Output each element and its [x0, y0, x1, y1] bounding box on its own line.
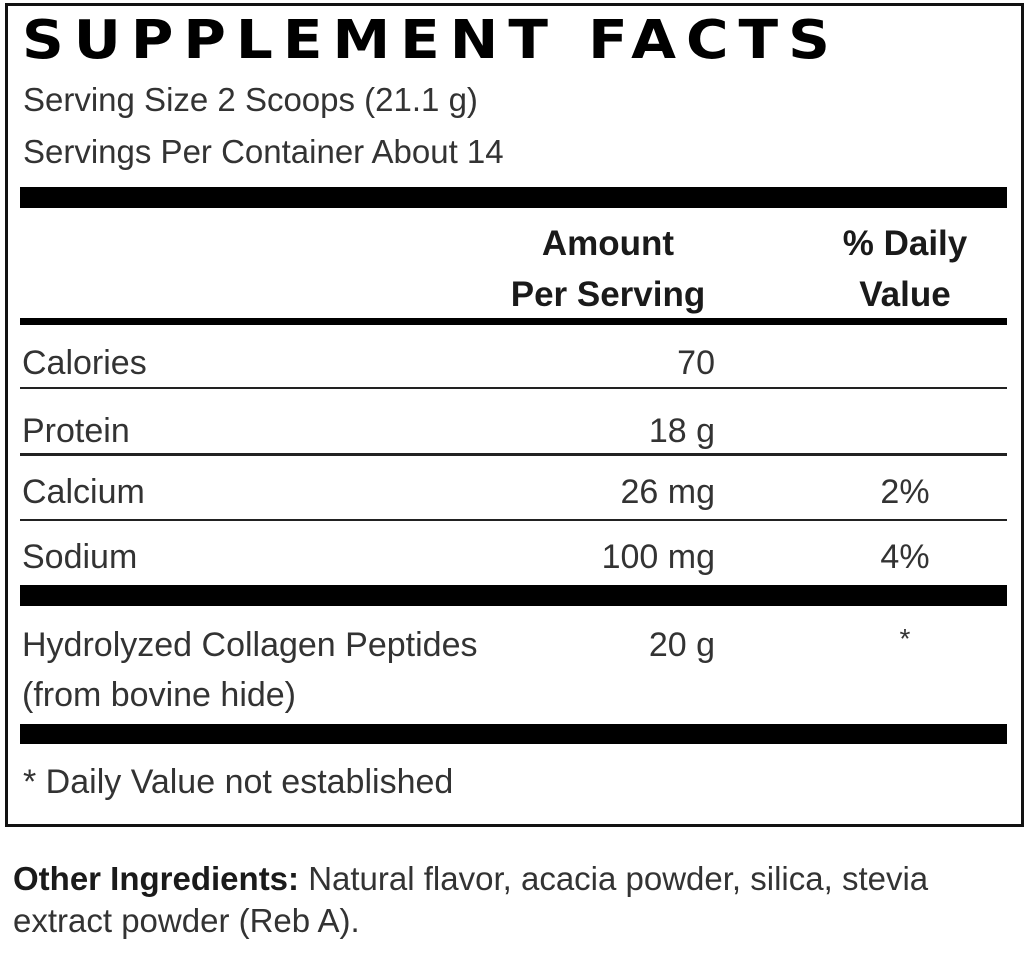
- nutrient-name: Hydrolyzed Collagen Peptides: [22, 626, 478, 664]
- nutrient-amount: 70: [677, 344, 715, 382]
- nutrient-name: Sodium: [22, 538, 138, 576]
- nutrient-name: Calcium: [22, 473, 145, 511]
- amount-header: Amount Per Serving: [490, 218, 726, 320]
- daily-value-header-line1: % Daily: [842, 224, 968, 263]
- nutrient-daily-value: *: [899, 623, 911, 654]
- row-divider: [20, 519, 1007, 521]
- other-ingredients: Other Ingredients: Natural flavor, acaci…: [13, 858, 1013, 942]
- row-divider: [20, 387, 1007, 389]
- amount-header-line2: Per Serving: [510, 275, 706, 314]
- servings-per-container: Servings Per Container About 14: [23, 133, 504, 170]
- daily-value-header-line2: Value: [859, 275, 951, 314]
- nutrient-amount: 26 mg: [620, 473, 716, 511]
- header-divider: [20, 318, 1007, 325]
- nutrient-name: Calories: [22, 344, 147, 382]
- nutrient-amount: 100 mg: [601, 538, 715, 576]
- nutrient-daily-value: 4%: [880, 538, 930, 576]
- serving-size: Serving Size 2 Scoops (21.1 g): [23, 81, 478, 118]
- nutrient-amount: 20 g: [648, 626, 715, 664]
- nutrient-amount: 18 g: [648, 412, 715, 450]
- nutrient-name-line2: (from bovine hide): [22, 676, 297, 714]
- supplement-facts-panel: [5, 3, 1024, 827]
- other-ingredients-text: Natural flavor, acacia powder, silica, s…: [13, 860, 929, 939]
- footnote: * Daily Value not established: [23, 763, 454, 801]
- daily-value-header: % Daily Value: [815, 218, 995, 320]
- row-divider: [20, 453, 1007, 456]
- amount-header-line1: Amount: [541, 224, 675, 263]
- nutrient-daily-value: 2%: [880, 473, 930, 511]
- thick-divider: [20, 187, 1007, 208]
- thick-divider: [20, 585, 1007, 606]
- other-ingredients-heading: Other Ingredients:: [13, 860, 300, 897]
- label-title: SUPPLEMENT FACTS: [22, 8, 840, 71]
- nutrient-name: Protein: [22, 412, 130, 450]
- thick-divider: [20, 724, 1007, 744]
